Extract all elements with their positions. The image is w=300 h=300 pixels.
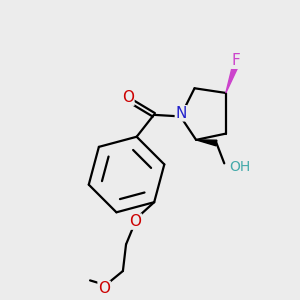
Text: N: N (176, 106, 187, 121)
Text: OH: OH (229, 160, 250, 174)
Polygon shape (196, 140, 217, 146)
Polygon shape (226, 65, 238, 93)
Text: O: O (98, 281, 110, 296)
Text: O: O (122, 90, 134, 105)
Text: F: F (232, 53, 240, 68)
Text: O: O (129, 214, 141, 229)
